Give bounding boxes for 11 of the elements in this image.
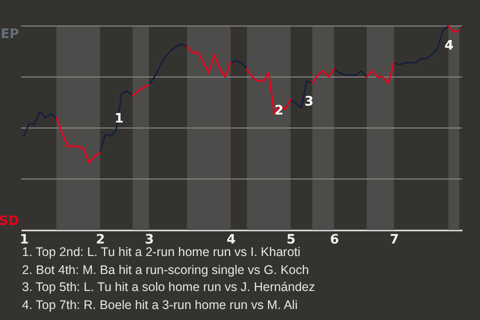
annotation: 2 — [274, 104, 284, 118]
x-tick-label: 7 — [390, 232, 399, 248]
annotation: 3 — [304, 94, 314, 110]
annotation: 4 — [444, 38, 454, 54]
x-tick-label: 6 — [330, 232, 340, 248]
text: 2. Bot 4th: M. Ba hit a run-scoring single vs G. Koch — [22, 262, 310, 279]
text: 3. Top 5th: L. Tu hit a solo home run vs J. Hernández — [22, 279, 315, 296]
text: EP — [0, 27, 19, 42]
text: 4. Top 7th: R. Boele hit a 3-run home run vs M. Ali — [22, 296, 299, 314]
annotation: 1 — [114, 112, 124, 126]
text: SD — [0, 214, 19, 229]
